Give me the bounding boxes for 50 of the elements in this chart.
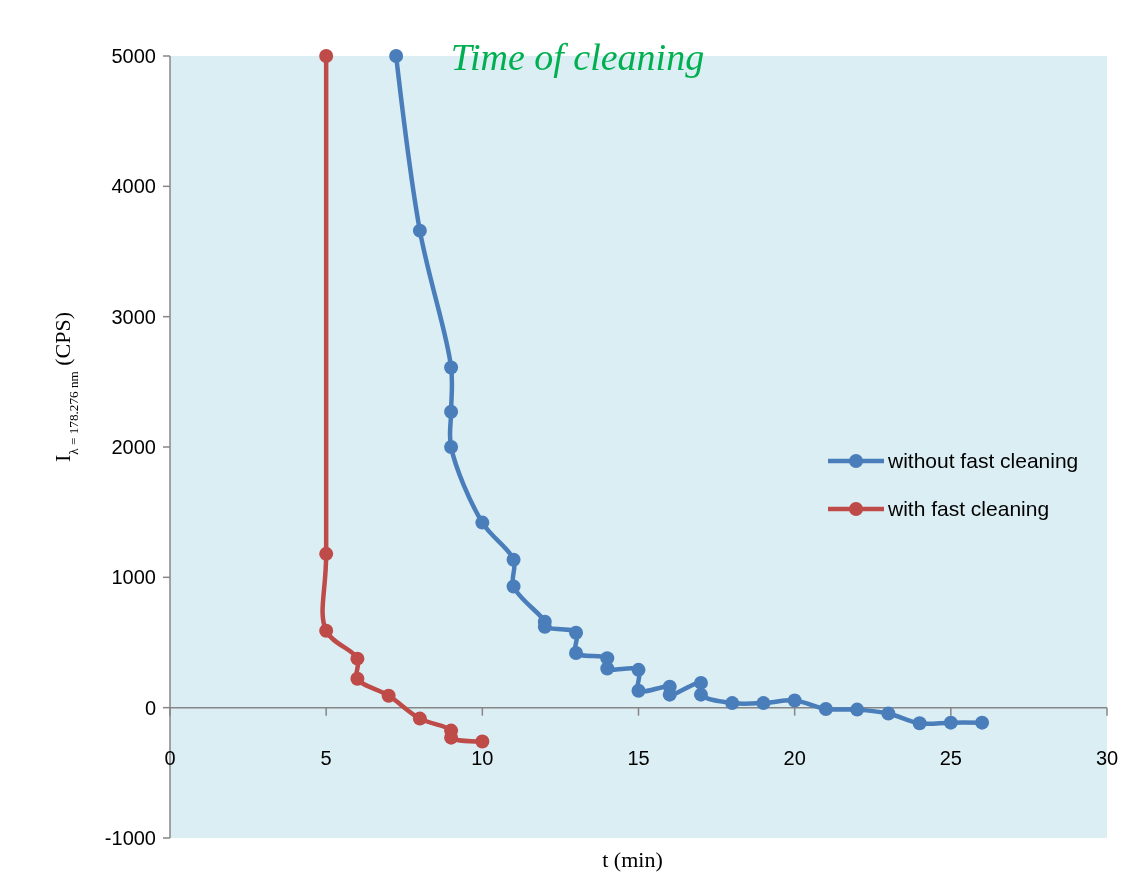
point — [350, 671, 365, 686]
y-tick-label: 4000 — [111, 175, 156, 198]
point — [319, 623, 334, 638]
x-axis-title: t (min) — [602, 847, 663, 872]
legend-label: without fast cleaning — [887, 449, 1079, 473]
point — [850, 702, 865, 717]
point — [412, 223, 427, 238]
x-tick-label: 0 — [164, 746, 176, 769]
x-tick-label: 15 — [627, 746, 650, 769]
x-tick-label: 30 — [1095, 746, 1119, 769]
point — [975, 715, 990, 730]
point — [444, 360, 459, 375]
point — [475, 515, 490, 530]
point — [475, 734, 490, 749]
point — [412, 711, 427, 726]
point — [444, 440, 459, 454]
y-tick-label: 1000 — [111, 566, 156, 589]
point — [818, 701, 833, 716]
chart-title: Time of cleaning — [450, 36, 705, 78]
point — [631, 662, 646, 677]
point — [787, 693, 802, 708]
y-tick-label: 5000 — [111, 45, 156, 67]
x-tick-label: 20 — [783, 746, 806, 769]
point — [631, 683, 646, 698]
point — [506, 579, 521, 594]
point — [506, 552, 521, 567]
point — [943, 715, 958, 730]
point — [693, 687, 708, 702]
point — [381, 688, 396, 703]
point — [319, 49, 334, 63]
point — [725, 696, 740, 711]
y-tick-label: 2000 — [111, 436, 156, 458]
x-tick-label: 5 — [320, 746, 332, 769]
y-tick-label: -1000 — [104, 827, 156, 849]
point — [881, 706, 896, 721]
point — [444, 404, 459, 419]
point — [389, 49, 404, 63]
point — [756, 696, 771, 711]
legend-label: with fast cleaning — [887, 497, 1050, 521]
y-tick-label: 3000 — [111, 305, 156, 328]
point — [569, 645, 584, 660]
y-tick-label: 0 — [144, 696, 156, 719]
point — [350, 651, 365, 666]
point — [693, 675, 708, 690]
x-tick-label: 25 — [939, 746, 962, 769]
point — [600, 661, 615, 676]
point — [569, 625, 584, 640]
point — [319, 546, 334, 561]
point — [912, 716, 927, 731]
x-tick-label: 10 — [471, 746, 494, 769]
